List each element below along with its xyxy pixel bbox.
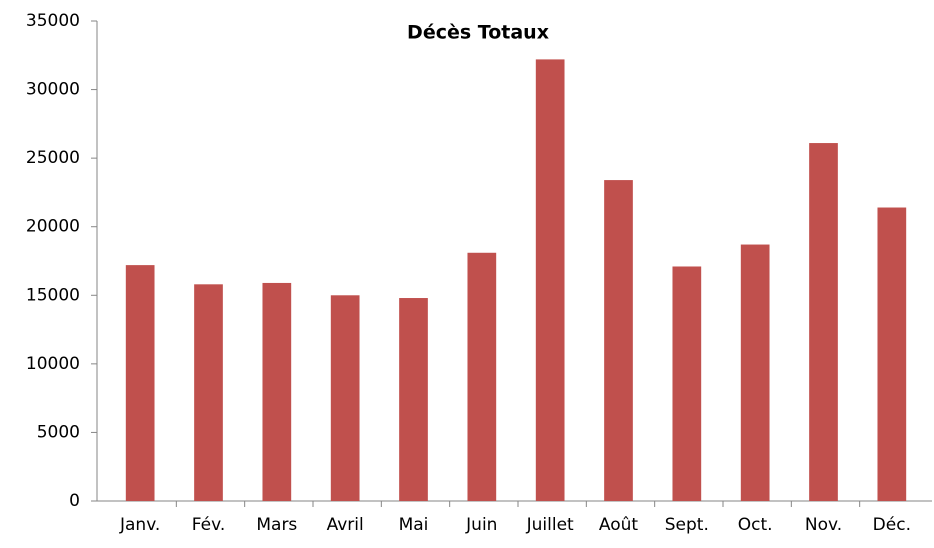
x-tick-label: Sept.	[665, 515, 709, 535]
x-tick-label: Déc.	[873, 515, 911, 535]
y-tick-label: 25000	[26, 148, 80, 168]
bar	[740, 244, 770, 502]
y-tick-label: 20000	[26, 217, 80, 237]
x-tick-label: Juin	[465, 515, 497, 535]
x-tick-label: Avril	[327, 515, 364, 535]
bar	[467, 252, 497, 501]
y-tick-label: 30000	[26, 80, 80, 100]
x-tick-label: Janv.	[119, 515, 160, 535]
x-tick-label: Nov.	[805, 515, 842, 535]
y-tick-label: 15000	[26, 285, 80, 305]
x-tick-label: Oct.	[738, 515, 773, 535]
bar	[330, 295, 360, 501]
bar	[262, 282, 292, 501]
bar	[877, 207, 907, 501]
x-tick-label: Mai	[399, 515, 429, 535]
y-tick-label: 0	[69, 491, 80, 511]
bar	[194, 284, 223, 501]
x-tick-label: Fév.	[192, 515, 225, 535]
x-tick-label: Mars	[256, 515, 297, 535]
bar	[604, 180, 633, 502]
bar	[672, 266, 702, 501]
bar	[535, 59, 565, 502]
bar	[399, 298, 428, 501]
y-tick-label: 5000	[37, 422, 80, 442]
chart-title: Décès Totaux	[407, 22, 549, 44]
bar	[809, 143, 838, 502]
y-tick-label: 35000	[26, 11, 80, 31]
y-tick-label: 10000	[26, 354, 80, 374]
x-tick-label: Août	[599, 515, 639, 535]
x-tick-label: Juillet	[526, 515, 574, 535]
bar	[125, 265, 155, 501]
